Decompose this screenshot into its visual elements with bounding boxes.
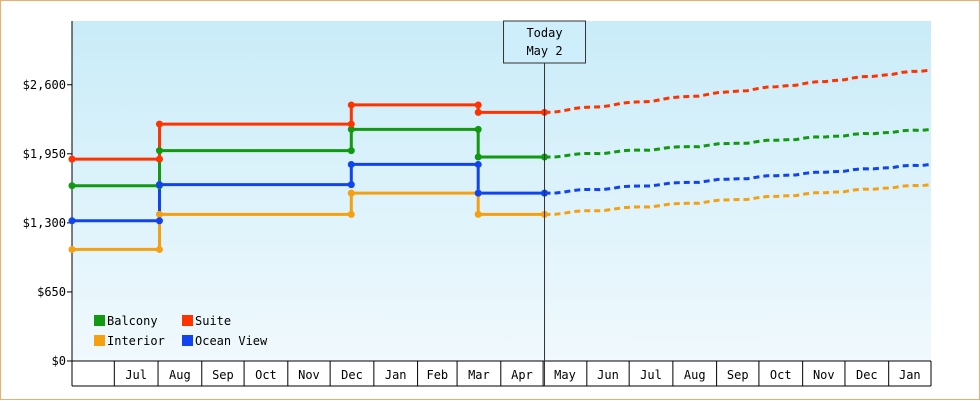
x-tick-label: Nov [813, 368, 835, 382]
x-tick-label: Jan [899, 368, 921, 382]
x-tick-label: Dec [341, 368, 363, 382]
legend-swatch [94, 315, 105, 326]
plot-area [72, 21, 931, 361]
x-tick-label: Apr [511, 368, 533, 382]
data-point-balcony [155, 147, 163, 155]
today-label-line2: May 2 [526, 44, 562, 58]
y-tick-label: $650 [37, 285, 66, 299]
x-tick-label: Mar [468, 368, 490, 382]
legend-swatch [182, 335, 193, 346]
x-tick-label: Nov [298, 368, 320, 382]
data-point-ocean-view [155, 181, 163, 189]
series-forecast-suite [544, 68, 932, 114]
data-point-ocean-view [474, 189, 482, 197]
data-point-suite [347, 101, 355, 109]
y-tick-label: $2,600 [23, 78, 66, 92]
data-point-ocean-view [68, 217, 76, 225]
data-point-balcony [347, 147, 355, 155]
x-tick-label: Sep [727, 368, 749, 382]
legend-swatch [182, 315, 193, 326]
legend-label: Ocean View [195, 334, 268, 348]
data-point-balcony [474, 125, 482, 133]
data-point-suite [474, 101, 482, 109]
x-tick-label: Aug [169, 368, 191, 382]
data-point-suite [347, 120, 355, 128]
data-point-ocean-view [347, 181, 355, 189]
legend-label: Suite [195, 314, 231, 328]
data-point-ocean-view [474, 160, 482, 168]
data-point-interior [68, 245, 76, 253]
data-point-balcony [474, 153, 482, 161]
series-line-interior [72, 191, 545, 251]
data-point-interior [155, 210, 163, 218]
legend-swatch [94, 335, 105, 346]
x-tick-label: Oct [255, 368, 277, 382]
series-forecast-interior [544, 183, 932, 216]
data-point-balcony [347, 125, 355, 133]
data-point-suite [474, 108, 482, 116]
x-tick-label: May [554, 368, 576, 382]
data-point-ocean-view [155, 217, 163, 225]
data-point-suite [68, 155, 76, 163]
x-tick-label: Aug [684, 368, 706, 382]
data-point-ocean-view [347, 160, 355, 168]
data-point-suite [155, 120, 163, 128]
x-tick-label: Jan [385, 368, 407, 382]
y-tick-label: $1,950 [23, 147, 66, 161]
data-point-interior [347, 210, 355, 218]
data-point-balcony [68, 182, 76, 190]
data-point-interior [474, 210, 482, 218]
today-label-line1: Today [526, 26, 562, 40]
series-forecast-ocean-view [544, 162, 932, 195]
y-tick-label: $1,300 [23, 216, 66, 230]
x-tick-label: Jul [640, 368, 662, 382]
series-forecast-balcony [544, 127, 932, 159]
data-point-interior [155, 245, 163, 253]
today-label-box [503, 20, 587, 64]
x-tick-label: Sep [212, 368, 234, 382]
x-tick-label: Jul [125, 368, 147, 382]
x-tick-label: Feb [426, 368, 448, 382]
x-tick-label: Oct [770, 368, 792, 382]
x-tick-label: Dec [856, 368, 878, 382]
legend-label: Interior [107, 334, 165, 348]
series-line-balcony [72, 127, 545, 188]
legend-label: Balcony [107, 314, 158, 328]
data-point-interior [347, 189, 355, 197]
data-point-suite [155, 155, 163, 163]
x-tick-label: Jun [597, 368, 619, 382]
y-tick-label: $0 [52, 354, 66, 368]
